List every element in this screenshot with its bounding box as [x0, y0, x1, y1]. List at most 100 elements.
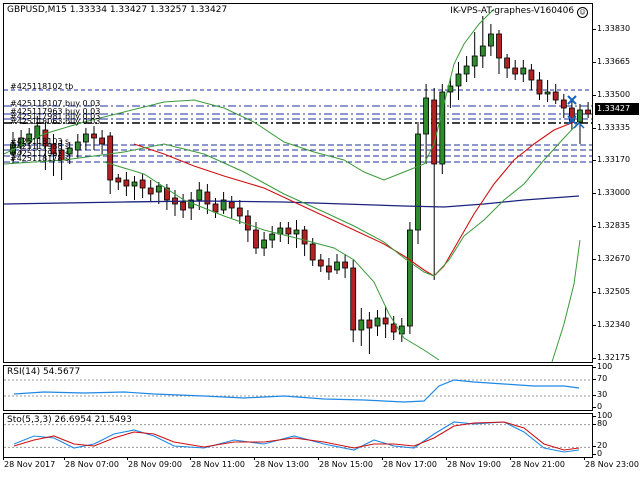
price-chart-canvas[interactable]	[4, 4, 592, 362]
time-tick-label: 28 Nov 19:00	[446, 457, 501, 469]
order-label[interactable]: #425117988 s	[10, 142, 70, 151]
candle-body	[398, 325, 405, 335]
candle-body	[163, 187, 170, 201]
smiley-icon[interactable]: ☺	[577, 7, 588, 18]
candle-body	[50, 143, 57, 155]
order-label[interactable]: #425118063 buy 0.03	[10, 117, 101, 126]
candle-body	[439, 91, 446, 165]
candle-body	[26, 133, 33, 143]
price-tick-label: 1.33335	[592, 123, 631, 132]
candle-body	[115, 177, 122, 183]
candle-body	[139, 179, 146, 189]
candle-body	[496, 33, 502, 59]
trade-close-marker	[567, 95, 577, 125]
order-label[interactable]: #425118103 s	[10, 137, 70, 146]
price-tick-label: 1.32670	[592, 254, 631, 263]
candle-body	[512, 67, 519, 75]
order-label[interactable]: #425118102 tb	[10, 82, 74, 91]
candle-body	[285, 227, 292, 235]
price-tick-label: 1.33000	[592, 188, 631, 197]
candle-body	[423, 97, 430, 135]
time-tick-label: 28 Nov 13:00	[254, 457, 309, 469]
bollinger-lower-band	[103, 161, 440, 361]
order-label[interactable]: #425118178 s	[10, 154, 70, 163]
candle-body	[277, 227, 284, 235]
buy-arrow-icon	[573, 121, 585, 129]
candle-body	[569, 107, 575, 123]
candle-body	[309, 243, 316, 261]
stochastic-pane[interactable]: Sto(5,3,3) 26.6954 21.5493	[3, 413, 593, 458]
bollinger-upper-band	[4, 8, 495, 181]
candle-body	[220, 199, 227, 211]
order-label[interactable]: #425117963 buy 0.03	[10, 107, 101, 116]
candle-body	[180, 201, 187, 211]
candle-body	[390, 323, 397, 333]
candle-body	[236, 207, 243, 217]
order-label[interactable]: #425118107 buy 0.03	[10, 99, 101, 108]
time-axis[interactable]: 28 Nov 2017 28 Nov 07:00 28 Nov 09:00 28 No…	[2, 457, 640, 480]
candle-body	[131, 181, 138, 187]
price-tick-label: 1.33665	[592, 57, 631, 66]
rsi-level-label: 100	[592, 362, 613, 371]
candle-body	[334, 261, 340, 271]
candle-body	[155, 185, 162, 193]
candle-body	[83, 133, 89, 143]
candle-body	[293, 229, 300, 235]
rsi-canvas	[4, 379, 592, 403]
slow-moving-average	[4, 195, 580, 208]
order-label[interactable]: #425117981 buy 0.03	[10, 112, 101, 121]
candle-body	[520, 67, 527, 75]
time-tick-label: 28 Nov 23:00	[584, 457, 639, 469]
candle-body	[342, 261, 349, 269]
time-tick-label: 28 Nov 21:00	[510, 457, 565, 469]
time-tick-label: 28 Nov 11:00	[190, 457, 245, 469]
candle-body	[504, 57, 511, 69]
rsi-line	[13, 379, 580, 403]
candle-body	[204, 191, 211, 205]
price-chart-pane[interactable]: GBPUSD,M15 1.33334 1.33427 1.33257 1.334…	[3, 3, 593, 363]
expert-advisor-label[interactable]: IK-VPS-AT-graphes-V160406 ☺	[450, 6, 588, 18]
time-tick-label: 28 Nov 17:00	[382, 457, 437, 469]
price-tick-label: 1.32835	[592, 221, 631, 230]
candle-body	[325, 265, 332, 273]
candle-body	[358, 319, 365, 331]
candle-body	[107, 135, 114, 181]
price-tick-label: 1.32505	[592, 287, 631, 296]
stochastic-canvas	[4, 421, 592, 453]
price-tick-label: 1.32175	[592, 353, 631, 362]
stochastic-level-label: 100	[592, 411, 613, 420]
candle-body	[585, 109, 591, 115]
candle-body	[487, 33, 494, 47]
candle-body	[374, 317, 381, 327]
order-label[interactable]: #425117963 s	[10, 149, 70, 158]
candle-body	[91, 133, 97, 139]
stochastic-signal-line	[13, 421, 580, 451]
candle-body	[382, 317, 389, 325]
rsi-level-label: 0	[592, 402, 603, 411]
candle-body	[471, 55, 478, 67]
candle-body	[544, 91, 551, 95]
time-tick-label: 28 Nov 09:00	[127, 457, 182, 469]
candle-body	[406, 229, 413, 327]
candle-body	[269, 233, 276, 241]
symbol-info: GBPUSD,M15 1.33334 1.33427 1.33257 1.334…	[7, 5, 228, 15]
current-price-tag: 1.33427	[595, 103, 639, 115]
candle-body	[577, 109, 583, 123]
rsi-axis: 100 70 30 0	[592, 362, 640, 411]
price-tick-label: 1.33500	[592, 90, 631, 99]
candle-body	[560, 99, 567, 109]
time-tick-label: 28 Nov 15:00	[318, 457, 373, 469]
candle-body	[34, 125, 41, 139]
rsi-pane[interactable]: RSI(14) 54.5677	[3, 365, 593, 411]
stochastic-level-label: 80	[592, 418, 608, 428]
candle-body	[99, 137, 105, 145]
stochastic-axis: 100 80 20 0	[592, 411, 640, 458]
candle-body	[528, 69, 535, 81]
candle-body	[350, 267, 357, 331]
price-axis[interactable]: 1.33830 1.33665 1.33500 1.33335 1.33170 1.330…	[592, 3, 640, 363]
candle-body	[244, 215, 251, 231]
candle-body	[455, 73, 462, 87]
time-tick-label: 28 Nov 2017	[2, 457, 56, 469]
bollinger-middle-band	[4, 121, 580, 277]
time-tick-label: 28 Nov 07:00	[64, 457, 119, 469]
